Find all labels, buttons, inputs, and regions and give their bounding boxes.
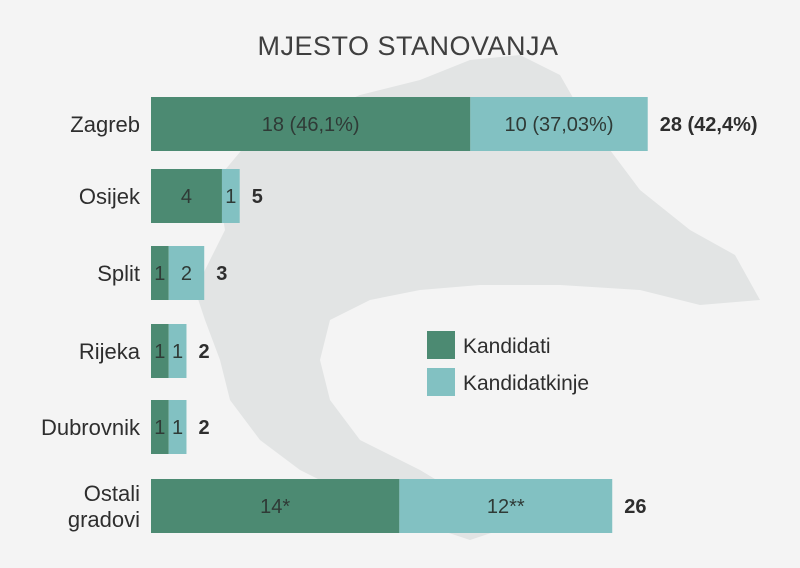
legend: Kandidati Kandidatkinje — [427, 331, 589, 396]
croatia-map-silhouette — [195, 55, 760, 540]
bar-kandidatkinje — [221, 169, 240, 223]
bar-value-label: 1 — [225, 186, 236, 208]
legend-label: Kandidatkinje — [463, 372, 589, 395]
category-label: Rijeka — [79, 339, 141, 364]
bar-total-label: 5 — [252, 186, 263, 208]
category-label: Split — [97, 261, 140, 286]
bar-kandidati — [151, 169, 222, 223]
bar-total-label: 26 — [624, 496, 646, 518]
bars-group: Zagreb 18 (46,1%) 10 (37,03%) 28 (42,4%) Osi… — [41, 97, 758, 533]
category-label: Osijek — [79, 184, 141, 209]
bar-value-label: 1 — [172, 341, 183, 363]
bar-kandidatkinje — [399, 479, 613, 533]
bar-value-label: 12** — [487, 496, 525, 518]
bar-total-label: 3 — [216, 263, 227, 285]
legend-swatch-kandidati — [427, 331, 455, 359]
chart-title: MJESTO STANOVANJA — [257, 31, 558, 61]
bar-total-label: 2 — [198, 417, 209, 439]
bar-value-label: 2 — [181, 263, 192, 285]
bar-kandidati — [151, 479, 400, 533]
bar-kandidati — [151, 246, 169, 300]
bar-value-label: 1 — [172, 417, 183, 439]
bar-kandidati — [151, 400, 169, 454]
bar-value-label: 4 — [181, 186, 192, 208]
bar-kandidatkinje — [168, 246, 205, 300]
category-label: Dubrovnik — [41, 415, 141, 440]
bar-value-label: 18 (46,1%) — [262, 114, 360, 136]
bar-value-label: 1 — [154, 417, 165, 439]
legend-label: Kandidati — [463, 335, 551, 358]
category-label: Ostali — [84, 481, 140, 506]
bar-value-label: 1 — [154, 263, 165, 285]
bar-value-label: 14* — [260, 496, 290, 518]
bar-kandidatkinje — [168, 324, 187, 378]
category-label: gradovi — [68, 507, 140, 532]
bar-total-label: 2 — [198, 341, 209, 363]
bar-value-label: 1 — [154, 341, 165, 363]
bar-value-label: 10 (37,03%) — [505, 114, 614, 136]
bar-total-label: 28 (42,4%) — [660, 114, 758, 136]
category-label: Zagreb — [70, 112, 140, 137]
bar-kandidati — [151, 97, 471, 151]
legend-swatch-kandidatkinje — [427, 368, 455, 396]
bar-kandidatkinje — [168, 400, 187, 454]
bar-kandidatkinje — [470, 97, 648, 151]
bar-kandidati — [151, 324, 169, 378]
